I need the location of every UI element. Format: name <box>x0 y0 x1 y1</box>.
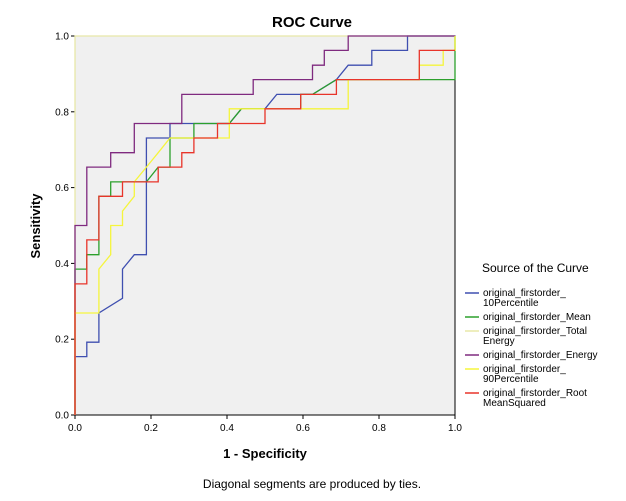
legend-label-3: original_firstorder_Energy <box>483 350 598 361</box>
x-tick-label: 0.8 <box>372 423 386 434</box>
x-axis-title: 1 - Specificity <box>223 446 308 461</box>
legend-title: Source of the Curve <box>482 261 589 275</box>
x-axis: 0.0 0.2 0.4 0.6 0.8 1.0 <box>68 415 462 434</box>
roc-line-4 <box>74 36 456 415</box>
y-axis: 0.0 0.2 0.4 0.6 0.8 1.0 <box>55 32 75 422</box>
y-tick-label: 0.6 <box>55 183 69 194</box>
roc-line-3 <box>74 35 455 415</box>
x-tick-label: 0.6 <box>296 423 310 434</box>
legend-label-1: original_firstorder_Mean <box>483 312 591 323</box>
y-tick-label: 0.4 <box>55 259 69 270</box>
legend-label-4: original_firstorder_ <box>483 364 566 375</box>
x-tick-label: 0.2 <box>144 423 158 434</box>
legend-label-2: original_firstorder_Total <box>483 326 587 337</box>
roc-line-5 <box>74 49 455 415</box>
y-tick-label: 0.0 <box>55 411 69 422</box>
legend-label-0: 10Percentile <box>483 298 539 309</box>
chart-title: ROC Curve <box>272 14 352 31</box>
legend-label-5: original_firstorder_Root <box>483 388 587 399</box>
legend: original_firstorder_10Percentileoriginal… <box>465 288 598 409</box>
legend-label-4: 90Percentile <box>483 374 539 385</box>
y-tick-label: 0.8 <box>55 107 69 118</box>
x-tick-label: 1.0 <box>448 423 462 434</box>
footnote: Diagonal segments are produced by ties. <box>203 477 421 491</box>
y-tick-label: 1.0 <box>55 32 69 43</box>
x-tick-label: 0.0 <box>68 423 82 434</box>
y-axis-title: Sensitivity <box>28 193 43 259</box>
x-tick-label: 0.4 <box>220 423 234 434</box>
series-group <box>74 35 456 415</box>
legend-label-2: Energy <box>483 336 515 347</box>
legend-label-0: original_firstorder_ <box>483 288 566 299</box>
legend-label-5: MeanSquared <box>483 398 546 409</box>
y-tick-label: 0.2 <box>55 335 69 346</box>
plot-area <box>74 35 456 416</box>
